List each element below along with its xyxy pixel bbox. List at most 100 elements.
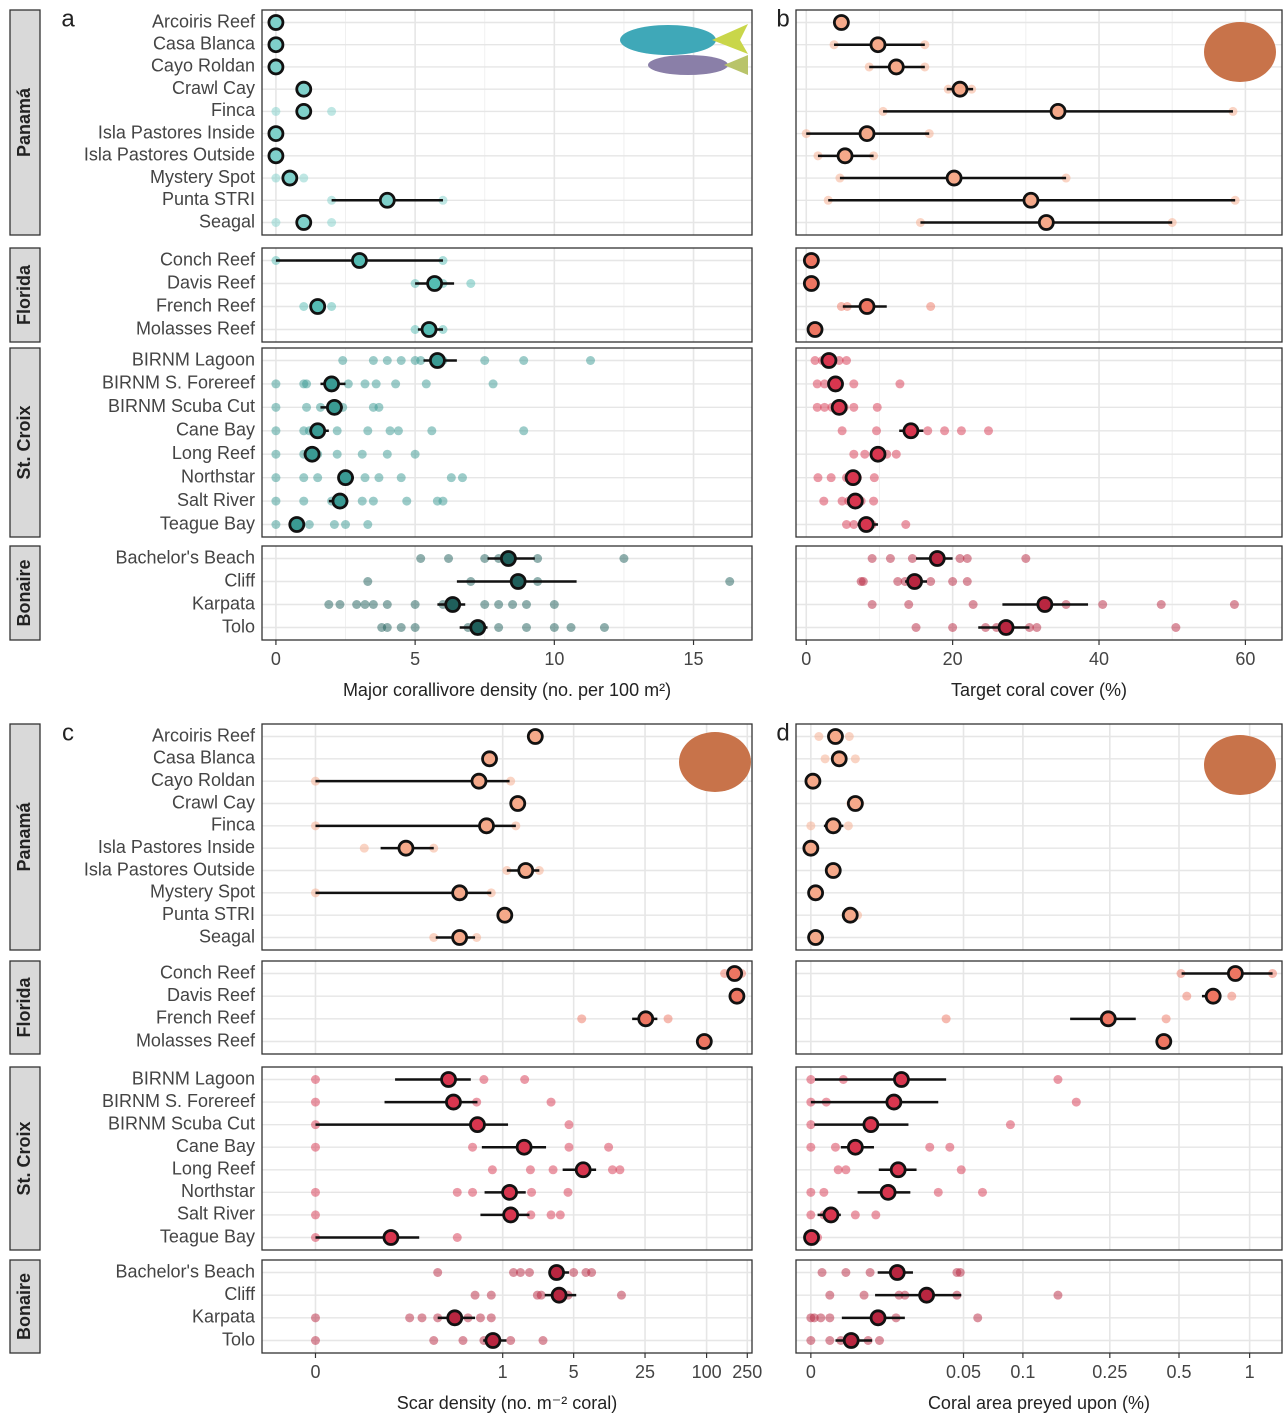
- strip-label: Florida: [14, 264, 34, 325]
- mean-point: [297, 104, 311, 118]
- site-label: Isla Pastores Inside: [98, 837, 255, 857]
- observation: [487, 1291, 496, 1300]
- observation: [397, 623, 406, 632]
- mean-point: [311, 300, 325, 314]
- observation: [361, 473, 370, 482]
- observation: [311, 1143, 320, 1152]
- observation: [438, 497, 447, 506]
- mean-point: [834, 16, 848, 30]
- observation: [619, 554, 628, 563]
- mean-point: [453, 886, 467, 900]
- observation: [963, 554, 972, 563]
- mean-point: [730, 989, 744, 1003]
- observation: [302, 403, 311, 412]
- mean-point: [550, 1266, 564, 1280]
- site-label: Cliff: [224, 570, 256, 590]
- observation: [849, 520, 858, 529]
- observation: [871, 1210, 880, 1219]
- mean-point: [806, 774, 820, 788]
- mean-point: [822, 354, 836, 368]
- mean-point: [953, 82, 967, 96]
- mean-point: [999, 621, 1013, 635]
- observation: [1053, 1075, 1062, 1084]
- mean-point: [283, 171, 297, 185]
- observation: [480, 600, 489, 609]
- observation: [849, 379, 858, 388]
- observation: [374, 473, 383, 482]
- observation: [892, 450, 901, 459]
- mean-point: [442, 1073, 456, 1087]
- observation: [1227, 992, 1236, 1001]
- observation: [453, 1233, 462, 1242]
- observation: [925, 1143, 934, 1152]
- mean-point: [826, 864, 840, 878]
- mean-point: [804, 841, 818, 855]
- panel: 00.050.10.250.51Coral area preyed upon (…: [776, 719, 1282, 1412]
- observation: [875, 1336, 884, 1345]
- observation: [519, 426, 528, 435]
- site-label: Isla Pastores Outside: [84, 145, 255, 165]
- x-tick-label: 0: [806, 1362, 816, 1382]
- mean-point: [269, 38, 283, 52]
- mean-point: [871, 1311, 885, 1325]
- observation: [821, 754, 830, 763]
- observation: [563, 1188, 572, 1197]
- strip-label: Bonaire: [14, 559, 34, 626]
- observation: [806, 1336, 815, 1345]
- mean-point: [1051, 104, 1065, 118]
- observation: [838, 426, 847, 435]
- observation: [358, 497, 367, 506]
- observation: [1162, 1014, 1171, 1023]
- mean-point: [448, 1311, 462, 1325]
- strip-label: Panamá: [14, 801, 34, 871]
- observation: [411, 623, 420, 632]
- site-label: Arcoiris Reef: [152, 11, 256, 31]
- observation: [327, 107, 336, 116]
- x-axis-label: Coral area preyed upon (%): [928, 1393, 1150, 1413]
- mean-point: [453, 931, 467, 945]
- site-label: Teague Bay: [160, 513, 255, 533]
- observation: [1230, 600, 1239, 609]
- observation: [324, 600, 333, 609]
- site-label: Davis Reef: [167, 272, 256, 292]
- mean-point: [843, 908, 857, 922]
- mean-point: [269, 16, 283, 30]
- observation: [948, 577, 957, 586]
- site-label: Long Reef: [172, 443, 256, 463]
- observation: [873, 403, 882, 412]
- mean-point: [576, 1163, 590, 1177]
- site-label: Karpata: [192, 593, 256, 613]
- mean-point: [511, 575, 525, 589]
- mean-point: [894, 1073, 908, 1087]
- mean-point: [1039, 216, 1053, 230]
- observation: [453, 1188, 462, 1197]
- observation: [934, 1188, 943, 1197]
- x-tick-label: 250: [732, 1362, 762, 1382]
- site-label: Casa Blanca: [153, 33, 256, 53]
- observation: [549, 1165, 558, 1174]
- observation: [271, 218, 280, 227]
- observation: [363, 426, 372, 435]
- page: PanamáArcoiris ReefCasa BlancaCayo Rolda…: [0, 0, 1287, 1421]
- observation: [391, 379, 400, 388]
- observation: [383, 623, 392, 632]
- observation: [547, 1210, 556, 1219]
- observation: [825, 1336, 834, 1345]
- observation: [956, 1268, 965, 1277]
- site-label: Bachelor's Beach: [115, 547, 255, 567]
- observation: [479, 1075, 488, 1084]
- mean-point: [430, 354, 444, 368]
- observation: [957, 1165, 966, 1174]
- observation: [564, 1143, 573, 1152]
- observation: [327, 302, 336, 311]
- x-tick-label: 0: [271, 649, 281, 669]
- observation: [806, 1120, 815, 1129]
- mean-point: [471, 621, 485, 635]
- mean-point: [399, 841, 413, 855]
- observation: [869, 497, 878, 506]
- mean-point: [1024, 193, 1038, 207]
- observation: [305, 520, 314, 529]
- mean-point: [446, 598, 460, 612]
- mean-point: [519, 864, 533, 878]
- mean-point: [804, 277, 818, 291]
